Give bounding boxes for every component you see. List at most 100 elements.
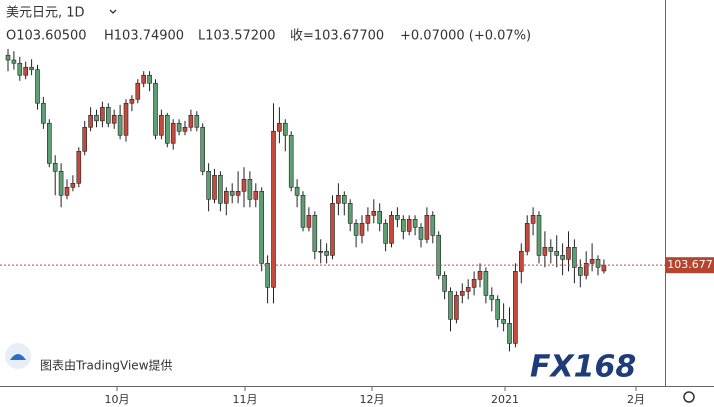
ohlc-value: 收=103.67700 bbox=[290, 29, 384, 44]
settings-icon[interactable] bbox=[683, 391, 695, 403]
ohlc-value: L103.57200 bbox=[198, 29, 276, 44]
x-tick-label: 2月 bbox=[627, 393, 645, 406]
candle-body bbox=[601, 264, 607, 272]
candle-body bbox=[94, 114, 99, 122]
candle-body bbox=[82, 126, 87, 152]
candle-body bbox=[577, 267, 583, 276]
candle-body bbox=[383, 223, 388, 244]
candle-body bbox=[141, 74, 146, 84]
candle-body bbox=[560, 255, 565, 260]
candle-body bbox=[29, 66, 34, 70]
candle-body bbox=[288, 134, 294, 188]
candle-body bbox=[52, 162, 58, 172]
candle-body bbox=[306, 215, 312, 228]
plot: 103.677 10月 11月 12月 2021 2月 bbox=[0, 48, 714, 406]
candle-body bbox=[100, 106, 105, 122]
candle-body bbox=[501, 319, 506, 324]
candle-body bbox=[123, 102, 129, 136]
candle-body bbox=[518, 251, 524, 272]
candle-body bbox=[418, 227, 424, 240]
candle-body bbox=[200, 126, 205, 172]
candle-body bbox=[336, 194, 341, 204]
candle-body bbox=[471, 279, 477, 288]
candle-body bbox=[448, 291, 453, 320]
candle-body bbox=[442, 275, 447, 292]
candle-body bbox=[129, 98, 135, 104]
candle-body bbox=[117, 114, 123, 136]
candle-body bbox=[536, 215, 542, 256]
x-tick-label: 2021 bbox=[491, 393, 519, 406]
candle-body bbox=[371, 211, 377, 216]
candle-body bbox=[277, 122, 282, 132]
candle-body bbox=[58, 170, 64, 196]
candle-body bbox=[159, 114, 164, 136]
candle-body bbox=[170, 122, 176, 144]
candle-body bbox=[165, 114, 170, 144]
candle-body bbox=[35, 69, 40, 104]
x-tick-label: 10月 bbox=[105, 393, 130, 406]
candle-body bbox=[365, 215, 371, 224]
candle-body bbox=[88, 114, 93, 128]
candle-body bbox=[23, 66, 29, 76]
candle-body bbox=[294, 186, 300, 196]
candle-body bbox=[347, 203, 353, 224]
ohlc-header: O103.60500 H103.74900 L103.57200 收=103.6770… bbox=[6, 29, 531, 44]
candle-body bbox=[212, 174, 217, 200]
candle-body bbox=[324, 251, 329, 256]
ohlc-value: O103.60500 bbox=[6, 29, 87, 44]
candle-body bbox=[70, 182, 76, 188]
candle-body bbox=[459, 291, 465, 296]
ohlc-value: +0.07000 (+0.07%) bbox=[400, 29, 531, 44]
candle-body bbox=[395, 215, 400, 220]
candle-body bbox=[513, 271, 518, 344]
candle-body bbox=[265, 263, 270, 288]
fx168-logo: FX168 bbox=[530, 350, 636, 385]
candle-body bbox=[194, 114, 200, 128]
candle-body bbox=[465, 287, 471, 292]
candle-body bbox=[229, 190, 235, 196]
candle-body bbox=[271, 130, 276, 288]
candle-body bbox=[135, 82, 141, 100]
candle-body bbox=[41, 102, 46, 124]
interval-chevron[interactable] bbox=[109, 9, 117, 14]
symbol-title[interactable]: 美元日元, 1D bbox=[6, 6, 85, 21]
candle-body bbox=[583, 263, 589, 276]
candle-body bbox=[524, 223, 530, 252]
x-tick-label: 12月 bbox=[360, 393, 385, 406]
candle-body bbox=[188, 114, 194, 128]
candle-body bbox=[5, 54, 11, 61]
candle-body bbox=[341, 194, 347, 204]
candle-body bbox=[389, 215, 394, 244]
candle-body bbox=[353, 223, 359, 236]
candle-body bbox=[489, 295, 495, 300]
candle-body bbox=[430, 215, 436, 236]
candle-body bbox=[241, 178, 247, 192]
candle-body bbox=[259, 190, 265, 264]
candle-body bbox=[253, 190, 259, 200]
candle-body bbox=[282, 122, 288, 136]
candle-body bbox=[224, 190, 229, 204]
source-credit[interactable]: 图表由TradingView提供 bbox=[40, 358, 173, 373]
candle-body bbox=[572, 247, 577, 268]
candle-body bbox=[359, 223, 365, 236]
candle-body bbox=[330, 203, 335, 256]
candle-body bbox=[153, 82, 158, 136]
candle-body bbox=[548, 247, 554, 252]
candle-body bbox=[218, 174, 223, 204]
last-price-label: 103.677 bbox=[667, 258, 713, 271]
candle-body bbox=[400, 219, 406, 232]
candle-body bbox=[566, 247, 571, 260]
candle-body bbox=[436, 235, 442, 276]
candle-body bbox=[412, 219, 418, 228]
candle-body bbox=[176, 122, 182, 132]
candle-body bbox=[111, 114, 117, 124]
candle-body bbox=[595, 259, 601, 268]
candle-body bbox=[312, 215, 318, 252]
candle-body bbox=[247, 178, 253, 200]
x-tick-label: 11月 bbox=[233, 393, 258, 406]
candle-body bbox=[206, 170, 211, 200]
candle-body bbox=[406, 219, 412, 232]
tv-logo bbox=[10, 354, 26, 360]
